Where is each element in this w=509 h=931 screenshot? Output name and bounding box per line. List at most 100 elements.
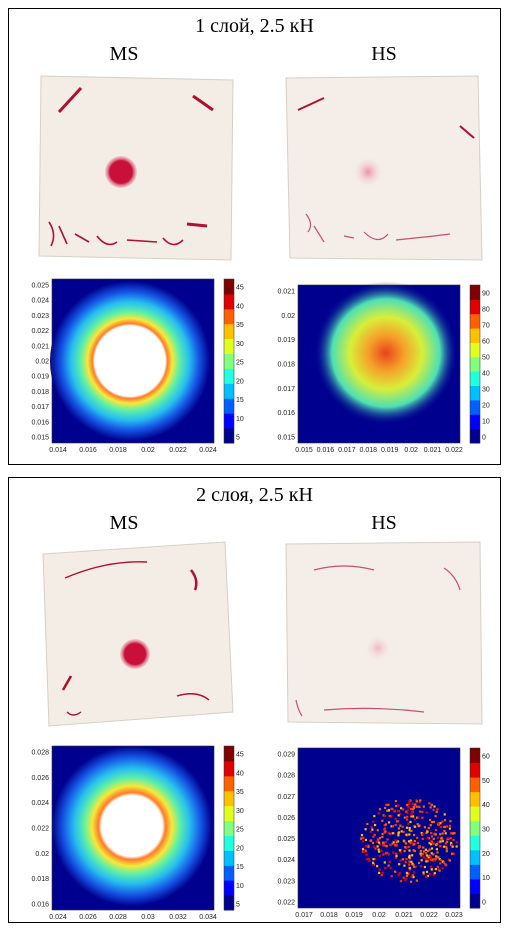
speckle-pixel xyxy=(434,857,437,861)
speckle-pixel xyxy=(426,849,430,853)
speckle-pixel xyxy=(439,862,442,865)
speckle-pixel xyxy=(425,854,429,857)
colorbar-segment xyxy=(470,328,480,343)
speckle-pixel xyxy=(444,842,447,845)
colorbar-segment xyxy=(470,791,480,807)
colorbar-tick-label: 35 xyxy=(236,789,244,796)
speckle-pixel xyxy=(422,871,425,874)
speckle-pixel xyxy=(397,804,400,807)
colorbar-segment xyxy=(470,820,480,836)
speckle-pixel xyxy=(415,879,418,882)
colorbar-segment xyxy=(224,850,234,866)
speckle-pixel xyxy=(403,816,406,819)
speckle-pixel xyxy=(392,832,396,835)
x-tick-label: 0.024 xyxy=(49,914,67,921)
speckle-pixel xyxy=(373,833,376,836)
colorbar-tick-label: 5 xyxy=(236,902,240,909)
x-tick-label: 0.023 xyxy=(445,912,463,919)
colorbar-tick-label: 35 xyxy=(236,322,244,329)
colorbar-tick-label: 50 xyxy=(482,355,490,362)
colorbar-segment xyxy=(224,760,234,777)
speckle-pixel xyxy=(423,865,427,869)
speckle-pixel xyxy=(428,872,431,876)
speckle-pixel xyxy=(408,856,411,859)
speckle-pixel xyxy=(421,833,424,836)
x-tick-label: 0.018 xyxy=(360,447,378,454)
speckle-pixel xyxy=(432,808,435,811)
speckle-pixel xyxy=(364,838,368,842)
speckle-pixel xyxy=(384,844,387,847)
speckle-pixel xyxy=(370,839,373,842)
speckle-pixel xyxy=(437,868,440,871)
speckle-pixel xyxy=(426,874,430,878)
speckle-pixel xyxy=(432,853,435,856)
speckle-pixel xyxy=(424,857,427,860)
colorbar-segment xyxy=(224,880,234,896)
x-tick-label: 0.018 xyxy=(320,912,338,919)
speckle-pixel xyxy=(450,843,454,847)
speckle-pixel xyxy=(411,874,414,877)
speckle-pixel xyxy=(428,802,431,805)
speckle-pixel xyxy=(377,812,380,815)
speckle-pixel xyxy=(412,806,415,809)
speckle-pixel xyxy=(419,865,422,868)
speckle-pixel xyxy=(426,857,430,860)
speckle-pixel xyxy=(438,869,441,872)
speckle-pixel xyxy=(425,860,428,863)
speckle-pixel xyxy=(393,809,396,812)
speckle-pixel xyxy=(448,824,452,827)
speckle-pixel xyxy=(443,829,446,832)
speckle-pixel xyxy=(411,811,414,814)
y-tick-label: 0.026 xyxy=(31,775,49,782)
speckle-pixel xyxy=(419,850,423,853)
speckle-pixel xyxy=(433,832,436,835)
speckle-pixel xyxy=(407,806,410,809)
speckle-pixel xyxy=(415,799,418,802)
colorbar-tick-label: 40 xyxy=(482,802,490,809)
speckle-pixel xyxy=(405,826,409,829)
y-tick-label: 0.029 xyxy=(277,752,295,759)
speckle-pixel xyxy=(401,808,405,811)
x-tick-label: 0.019 xyxy=(345,912,363,919)
speckle-pixel xyxy=(432,858,435,861)
y-tick-label: 0.027 xyxy=(277,794,295,801)
speckle-pixel xyxy=(390,814,393,817)
speckle-pixel xyxy=(445,850,448,853)
speckle-pixel xyxy=(417,846,420,849)
speckle-pixel xyxy=(449,820,452,823)
speckle-pixel xyxy=(422,805,425,808)
speckle-pixel xyxy=(384,823,388,826)
speckle-pixel xyxy=(384,840,388,844)
speckle-pixel xyxy=(444,832,447,835)
speckle-pixel xyxy=(380,874,383,877)
speckle-pixel xyxy=(433,872,436,875)
colorbar-segment xyxy=(470,299,480,315)
speckle-pixel xyxy=(386,851,389,855)
speckle-pixel xyxy=(414,865,417,868)
speckle-pixel xyxy=(446,840,449,843)
speckle-pixel xyxy=(406,809,409,812)
y-tick-label: 0.015 xyxy=(31,435,49,442)
speckle-pixel xyxy=(412,849,415,852)
speckle-pixel xyxy=(422,832,425,835)
speckle-pixel xyxy=(376,829,379,832)
speckle-pixel xyxy=(378,843,382,846)
speckle-pixel xyxy=(362,836,365,839)
ms-sample-photo xyxy=(37,540,237,730)
hs-sample-photo xyxy=(284,540,484,730)
speckle-pixel xyxy=(404,879,407,882)
y-tick-label: 0.028 xyxy=(31,750,49,757)
speckle-pixel xyxy=(404,877,408,880)
speckle-pixel xyxy=(429,818,432,822)
speckle-pixel xyxy=(431,840,434,843)
speckle-pixel xyxy=(404,846,407,849)
speckle-pixel xyxy=(414,842,417,846)
speckle-pixel xyxy=(383,823,386,827)
speckle-pixel xyxy=(407,840,411,843)
speckle-pixel xyxy=(395,852,398,855)
speckle-pixel xyxy=(397,831,400,835)
speckle-pixel xyxy=(384,866,387,870)
x-tick-label: 0.014 xyxy=(49,447,67,454)
speckle-pixel xyxy=(383,806,387,810)
speckle-pixel xyxy=(390,807,393,810)
